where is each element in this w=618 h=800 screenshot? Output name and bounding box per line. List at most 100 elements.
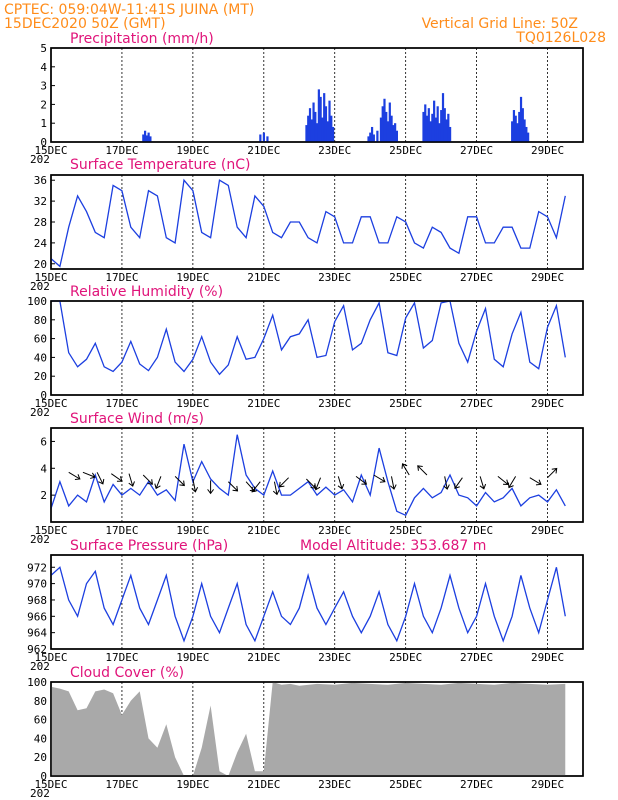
precip-bar — [372, 134, 375, 142]
precip-bar — [379, 117, 383, 142]
x-tick-label: 25DEC — [389, 271, 422, 284]
panel-border — [50, 47, 584, 143]
y-tick-label: 2 — [40, 489, 47, 502]
x-tick-label: 25DEC — [389, 524, 422, 537]
x-tick-label: 29DEC — [531, 397, 564, 410]
precip-bar — [433, 100, 436, 142]
precip-bar — [383, 98, 386, 142]
y-tick-label: 100 — [27, 676, 47, 689]
x-year-label: 202 — [30, 533, 50, 546]
panel-cloud-cover: Cloud Cover (%) 0 20 40 60 80 100 15DEC 17DEC 19… — [27, 665, 584, 800]
y-tick-label: 968 — [27, 594, 47, 607]
precip-bar — [392, 125, 395, 142]
panel-surface-pressure: Surface Pressure (hPa) Model Altitude: 3… — [27, 538, 584, 673]
precip-bar — [514, 115, 517, 142]
x-tick-label: 29DEC — [531, 651, 564, 664]
x-tick-label: 25DEC — [389, 397, 422, 410]
y-tick-label: 0 — [40, 770, 47, 783]
x-tick-label: 17DEC — [105, 524, 138, 537]
x-tick-label: 27DEC — [460, 778, 493, 791]
x-tick-label: 21DEC — [247, 651, 280, 664]
precip-bar — [319, 96, 322, 142]
precip-bar — [388, 102, 391, 142]
precip-bar — [310, 119, 313, 142]
precip-bar — [305, 125, 308, 142]
panel-border — [50, 681, 584, 777]
x-tick-label: 25DEC — [389, 778, 422, 791]
header-datetime: 15DEC2020 50Z (GMT) — [4, 16, 166, 32]
wind-arrow — [174, 475, 185, 487]
x-tick-label: 27DEC — [460, 144, 493, 157]
y-tick-label: 966 — [27, 610, 47, 623]
series-line — [51, 300, 566, 376]
precip-bar — [326, 121, 329, 142]
x-year-label: 202 — [30, 787, 50, 800]
x-tick-label: 23DEC — [318, 778, 351, 791]
x-tick-label: 29DEC — [531, 271, 564, 284]
y-tick-label: 20 — [34, 370, 47, 383]
series-line — [50, 434, 566, 517]
x-tick-label: 19DEC — [176, 397, 209, 410]
precip-bar — [314, 111, 317, 142]
model-altitude: Model Altitude: 353.687 m — [300, 538, 486, 554]
x-tick-label: 23DEC — [318, 144, 351, 157]
x-tick-label: 17DEC — [105, 144, 138, 157]
wind-arrow — [373, 474, 386, 483]
wind-arrow — [497, 475, 509, 485]
y-tick-label: 5 — [40, 42, 47, 55]
y-tick-label: 80 — [34, 695, 47, 708]
wind-arrow — [337, 476, 345, 490]
precip-bar — [424, 104, 427, 142]
y-tick-label: 962 — [27, 643, 47, 656]
x-tick-label: 29DEC — [531, 524, 564, 537]
x-tick-label: 17DEC — [105, 778, 138, 791]
header-station: CPTEC: 059:04W-11:41S JUINA (MT) — [4, 2, 254, 18]
precip-bar — [324, 106, 328, 142]
wind-arrow — [389, 476, 397, 490]
precip-bar — [149, 136, 152, 142]
wind-title: Surface Wind (m/s) — [70, 411, 204, 427]
y-tick-label: 20 — [34, 258, 47, 271]
y-tick-label: 2 — [40, 98, 47, 111]
precip-bar — [434, 117, 438, 142]
header-grid-note: Vertical Grid Line: 50Z — [422, 16, 578, 32]
wind-arrow — [154, 476, 162, 490]
precip-bar — [145, 135, 148, 142]
y-tick-label: 970 — [27, 578, 47, 591]
y-tick-label: 40 — [34, 351, 47, 364]
header-code: TQ0126L028 — [515, 30, 606, 46]
precip-bar — [447, 113, 450, 142]
y-tick-label: 20 — [34, 751, 47, 764]
wind-arrow — [278, 477, 289, 488]
wind-arrow — [547, 467, 558, 479]
x-tick-label: 15DEC — [34, 651, 67, 664]
precip-bar — [441, 93, 445, 142]
x-tick-label: 19DEC — [176, 651, 209, 664]
wind-arrow — [479, 476, 487, 490]
wind-arrow — [417, 465, 428, 476]
wind-arrow — [251, 481, 261, 493]
wind-arrow — [355, 475, 368, 485]
x-tick-label: 15DEC — [34, 524, 67, 537]
precip-bar — [330, 115, 333, 142]
x-tick-label: 15DEC — [34, 397, 67, 410]
precip-bar — [321, 117, 324, 142]
panel-surface-temperature: Surface Temperature (nC) 20 24 28 32 36 15DEC… — [30, 157, 584, 293]
precip-bar — [438, 123, 441, 142]
precip-bar — [317, 89, 320, 142]
panel-border — [50, 554, 584, 650]
x-tick-label: 21DEC — [247, 524, 280, 537]
wind-arrow — [454, 477, 463, 490]
x-tick-label: 15DEC — [34, 778, 67, 791]
precip-bar — [142, 134, 145, 142]
x-year-label: 202 — [30, 660, 50, 673]
y-tick-label: 100 — [27, 295, 47, 308]
y-tick-label: 40 — [34, 732, 47, 745]
precip-bar — [307, 115, 310, 142]
precip-bar — [259, 134, 262, 142]
precip-bar — [370, 126, 374, 142]
temperature-title: Surface Temperature (nC) — [70, 157, 251, 173]
precip-bar — [511, 121, 514, 142]
x-tick-label: 27DEC — [460, 397, 493, 410]
x-tick-label: 27DEC — [460, 651, 493, 664]
